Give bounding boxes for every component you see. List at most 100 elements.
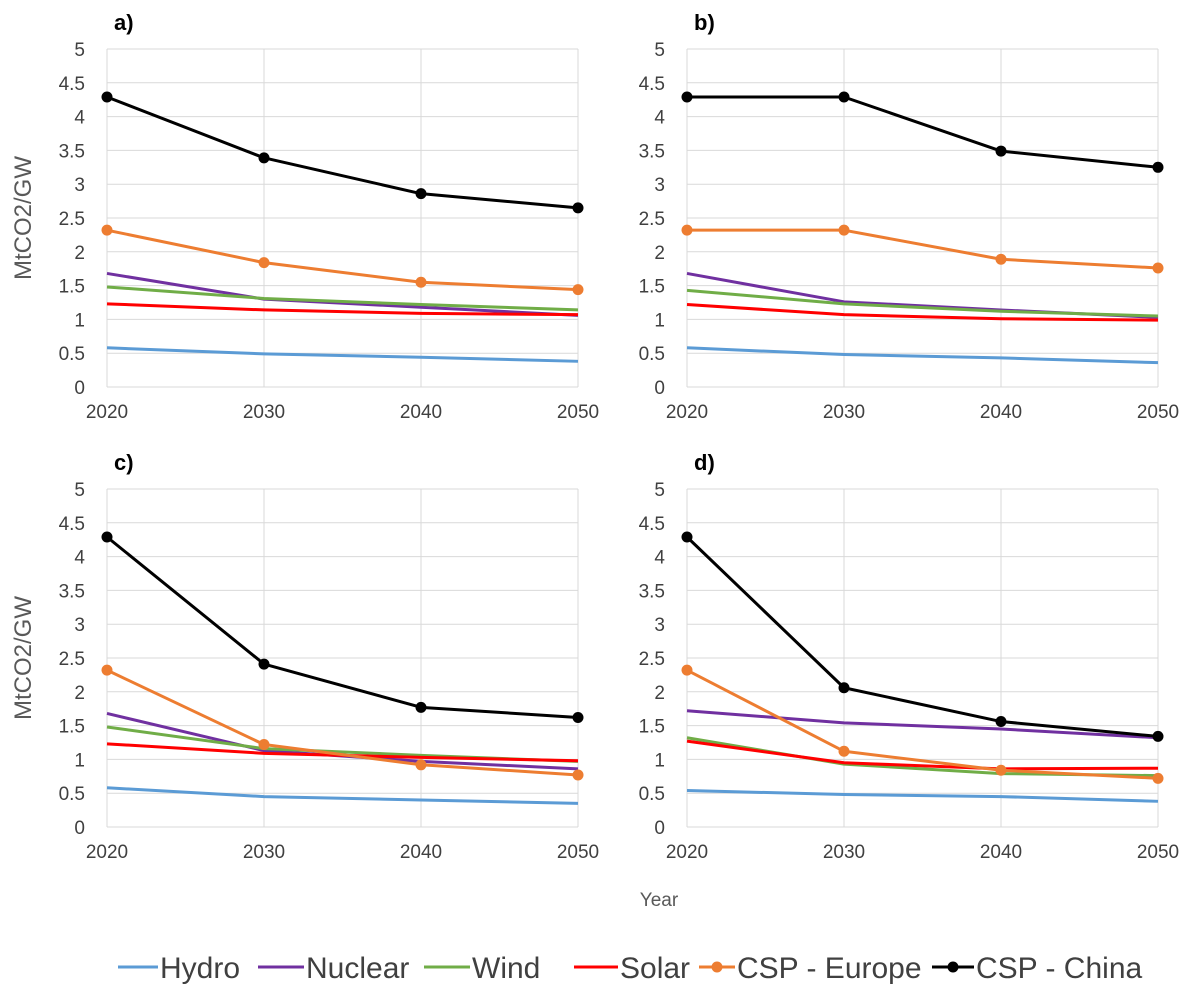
data-point-csp-europe bbox=[101, 224, 113, 236]
y-tick-label: 3.5 bbox=[639, 141, 665, 162]
x-tick-label: 2030 bbox=[243, 402, 285, 423]
data-point-csp-europe bbox=[681, 224, 693, 236]
y-tick-label: 3.5 bbox=[59, 141, 85, 162]
series-line-csp-europe bbox=[106, 668, 579, 777]
y-tick-label: 4.5 bbox=[59, 74, 85, 95]
y-tick-label: 5 bbox=[74, 480, 85, 501]
data-point-csp-europe bbox=[572, 769, 584, 781]
legend-item-csp-china: CSP - China bbox=[932, 952, 1143, 984]
legend-item-nuclear: Nuclear bbox=[258, 952, 409, 984]
y-tick-label: 0 bbox=[654, 378, 665, 399]
y-tick-label: 0.5 bbox=[639, 784, 665, 805]
data-point-csp-china bbox=[258, 152, 270, 164]
x-tick-label: 2040 bbox=[980, 842, 1022, 863]
data-point-csp-europe bbox=[681, 664, 693, 676]
y-tick-label: 1 bbox=[74, 750, 85, 771]
y-tick-label: 3 bbox=[654, 615, 665, 636]
x-tick-label: 2030 bbox=[243, 842, 285, 863]
series-line-hydro bbox=[106, 346, 579, 363]
y-tick-label: 1 bbox=[74, 310, 85, 331]
data-point-csp-china bbox=[572, 711, 584, 723]
series-line-solar bbox=[686, 303, 1159, 322]
series-line-solar bbox=[686, 739, 1159, 771]
data-point-csp-china bbox=[258, 658, 270, 670]
data-point-csp-europe bbox=[1152, 262, 1164, 274]
panel-label: b) bbox=[694, 10, 715, 35]
x-tick-label: 2020 bbox=[86, 402, 128, 423]
data-point-csp-china bbox=[1152, 730, 1164, 742]
data-point-csp-europe bbox=[1152, 772, 1164, 784]
series-line-hydro bbox=[686, 346, 1159, 365]
data-point-csp-china bbox=[415, 188, 427, 200]
legend-item-csp-europe: CSP - Europe bbox=[699, 952, 922, 984]
data-point-csp-europe bbox=[995, 764, 1007, 776]
data-point-csp-europe bbox=[415, 759, 427, 771]
series-line-csp-china bbox=[685, 535, 1159, 738]
x-tick-label: 2040 bbox=[400, 842, 442, 863]
y-tick-label: 2 bbox=[74, 683, 85, 704]
y-tick-label: 4.5 bbox=[639, 514, 665, 535]
chart-panel-1: 0 0.5 1 1.5 2 2.5 3 3.5 4 4.5 5 2020 2030 2040 2050 a) M… bbox=[10, 10, 599, 423]
y-tick-label: 2.5 bbox=[639, 209, 665, 230]
series-line-csp-china bbox=[687, 95, 1159, 169]
data-point-csp-europe bbox=[838, 224, 850, 236]
series-line-csp-china bbox=[106, 95, 579, 210]
chart-panel-3: 0 0.5 1 1.5 2 2.5 3 3.5 4 4.5 5 2020 2030 2040 2050 c) M… bbox=[10, 450, 599, 863]
x-tick-label: 2040 bbox=[980, 402, 1022, 423]
y-tick-label: 5 bbox=[654, 480, 665, 501]
x-axis-label: Year bbox=[640, 890, 679, 911]
y-tick-label: 3.5 bbox=[639, 581, 665, 602]
data-point-csp-china bbox=[838, 682, 850, 694]
x-tick-label: 2030 bbox=[823, 842, 865, 863]
series-line-solar bbox=[106, 302, 579, 317]
x-tick-label: 2030 bbox=[823, 402, 865, 423]
panel-label: a) bbox=[114, 10, 134, 35]
y-tick-label: 3 bbox=[654, 175, 665, 196]
series-line-hydro bbox=[686, 788, 1159, 803]
data-point-csp-europe bbox=[995, 253, 1007, 265]
series-line-nuclear bbox=[686, 709, 1159, 740]
y-tick-label: 0 bbox=[654, 818, 665, 839]
y-tick-label: 1 bbox=[654, 310, 665, 331]
y-tick-label: 1.5 bbox=[59, 277, 85, 298]
y-tick-label: 2 bbox=[74, 243, 85, 264]
y-tick-label: 4 bbox=[654, 108, 665, 129]
y-tick-label: 0.5 bbox=[639, 344, 665, 365]
legend-marker bbox=[947, 961, 959, 973]
y-tick-label: 5 bbox=[74, 40, 85, 61]
data-point-csp-china bbox=[681, 91, 693, 103]
x-tick-label: 2040 bbox=[400, 402, 442, 423]
y-tick-label: 4 bbox=[74, 548, 85, 569]
legend-label: CSP - China bbox=[976, 952, 1143, 984]
data-point-csp-china bbox=[838, 91, 850, 103]
y-tick-label: 0 bbox=[74, 378, 85, 399]
y-tick-label: 1.5 bbox=[639, 717, 665, 738]
chart-panel-4: 0 0.5 1 1.5 2 2.5 3 3.5 4 4.5 5 2020 2030 2040 2050 d) bbox=[639, 450, 1180, 863]
y-tick-label: 3 bbox=[74, 175, 85, 196]
y-tick-label: 1.5 bbox=[59, 717, 85, 738]
legend-label: Hydro bbox=[160, 952, 240, 984]
y-tick-label: 1 bbox=[654, 750, 665, 771]
data-point-csp-china bbox=[101, 531, 113, 543]
data-point-csp-europe bbox=[101, 664, 113, 676]
legend-label: Solar bbox=[620, 952, 690, 984]
y-tick-label: 0 bbox=[74, 818, 85, 839]
series-line-csp-china bbox=[106, 535, 579, 719]
y-tick-label: 4.5 bbox=[639, 74, 665, 95]
series-line-wind bbox=[686, 288, 1159, 318]
data-point-csp-europe bbox=[258, 257, 270, 269]
y-tick-label: 2 bbox=[654, 243, 665, 264]
y-tick-label: 4 bbox=[74, 108, 85, 129]
series-line-wind bbox=[106, 285, 579, 312]
data-point-csp-china bbox=[415, 701, 427, 713]
legend-item-hydro: Hydro bbox=[118, 952, 240, 984]
legend-label: Nuclear bbox=[306, 952, 409, 984]
y-tick-label: 5 bbox=[654, 40, 665, 61]
x-tick-label: 2050 bbox=[1137, 842, 1179, 863]
legend: Hydro Nuclear Wind Solar CSP - Europe CSP - C… bbox=[118, 952, 1143, 984]
legend-item-wind: Wind bbox=[424, 952, 540, 984]
y-tick-label: 4 bbox=[654, 548, 665, 569]
data-point-csp-china bbox=[1152, 161, 1164, 173]
y-axis-label: MtCO2/GW bbox=[10, 596, 37, 720]
